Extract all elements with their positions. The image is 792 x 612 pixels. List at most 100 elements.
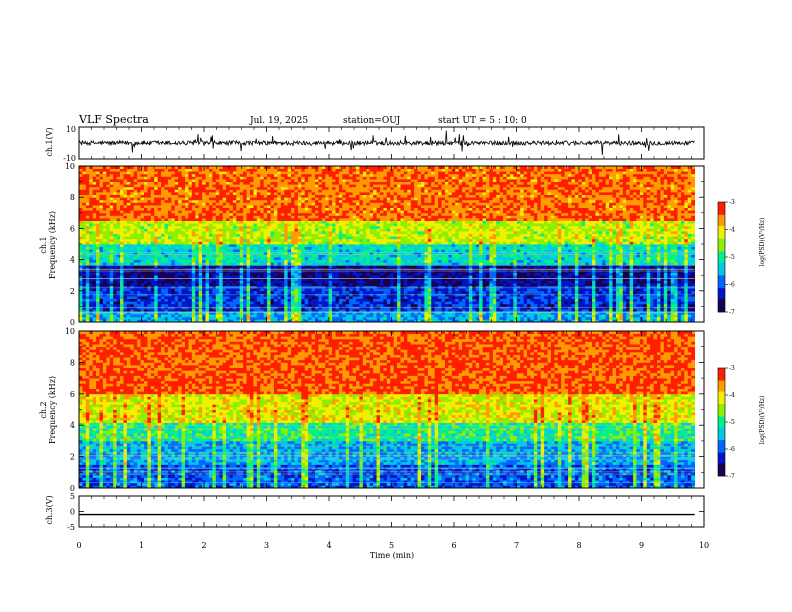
spectrogram-cell [140, 215, 145, 219]
spectrogram-cell [198, 173, 203, 177]
spectrogram-cell [109, 173, 114, 177]
spectrogram-cell [352, 306, 357, 310]
spectrogram-cell [297, 285, 302, 289]
spectrogram-cell [85, 194, 90, 198]
spectrogram-cell [267, 251, 271, 255]
spectrogram-cell [222, 309, 227, 312]
spectrogram-cell [222, 184, 227, 188]
spectrogram-cell [236, 166, 241, 169]
spectrogram-cell [267, 319, 271, 323]
spectrogram-cell [143, 220, 148, 224]
spectrogram-cell [137, 272, 141, 276]
spectrogram-cell [342, 280, 347, 284]
spectrogram-cell [99, 275, 104, 279]
spectrogram-cell [202, 220, 206, 224]
spectrogram-cell [198, 220, 203, 224]
spectrogram-cell [332, 207, 336, 211]
spectrogram-cell [92, 194, 97, 198]
spectrogram-cell [137, 298, 141, 302]
spectrogram-cell [219, 259, 224, 263]
spectrogram-cell [106, 270, 111, 273]
spectrogram-cell [161, 303, 165, 307]
spectrogram-cell [277, 210, 282, 214]
spectrogram-cell [85, 238, 90, 242]
spectrogram-cell [171, 303, 176, 307]
spectrogram-cell [229, 285, 234, 289]
spectrogram-cell [260, 176, 265, 180]
spectrogram-cell [178, 199, 182, 203]
spectrogram-cell [140, 311, 145, 315]
spectrogram-cell [287, 259, 292, 263]
spectrogram-cell [92, 306, 97, 310]
spectrogram-cell [270, 202, 275, 206]
spectrogram-cell [79, 194, 83, 198]
spectrogram-cell [133, 225, 138, 229]
spectrogram-cell [273, 254, 278, 258]
spectrogram-cell [342, 189, 347, 193]
spectrogram-cell [294, 210, 299, 214]
spectrogram-cell [208, 311, 213, 315]
spectrogram-cell [226, 218, 230, 221]
spectrogram-cell [109, 296, 114, 299]
spectrogram-cell [314, 249, 319, 253]
spectrogram-cell [232, 197, 237, 201]
spectrogram-cell [243, 259, 247, 263]
spectrogram-cell [318, 264, 323, 268]
spectrogram-cell [229, 296, 234, 299]
spectrogram-cell [106, 306, 111, 310]
spectrogram-cell [332, 285, 336, 289]
spectrogram-cell [328, 283, 333, 286]
spectrogram-cell [140, 231, 145, 234]
spectrogram-cell [130, 236, 135, 240]
spectrogram-cell [246, 254, 251, 258]
spectrogram-cell [256, 259, 261, 263]
spectrogram-cell [150, 176, 155, 180]
spectrogram-cell [250, 241, 254, 245]
spectrogram-cell [198, 236, 203, 240]
spectrogram-cell [171, 225, 176, 229]
spectrogram-cell [321, 225, 326, 229]
spectrogram-cell [212, 225, 217, 229]
spectrogram-cell [143, 176, 148, 180]
spectrogram-cell [297, 283, 302, 286]
spectrogram-cell [174, 207, 179, 211]
spectrogram-cell [321, 249, 326, 253]
spectrogram-cell [96, 306, 100, 310]
spectrogram-cell [349, 246, 354, 250]
spectrogram-cell [226, 259, 230, 263]
spectrogram-cell [243, 212, 247, 216]
spectrogram-cell [297, 205, 302, 208]
spectrogram-cell [195, 231, 200, 234]
spectrogram-cell [92, 202, 97, 206]
spectrogram-cell [195, 210, 200, 214]
spectrogram-cell [137, 238, 141, 242]
spectrogram-cell [140, 186, 145, 190]
spectrogram-cell [99, 186, 104, 190]
spectrogram-cell [106, 228, 111, 232]
spectrogram-cell [284, 181, 289, 185]
spectrogram-cell [161, 280, 165, 284]
spectrogram-cell [236, 228, 241, 232]
spectrogram-cell [116, 319, 121, 323]
spectrogram-cell [328, 205, 333, 208]
spectrogram-cell [294, 254, 299, 258]
spectrogram-cell [226, 288, 230, 292]
spectrogram-cell [150, 288, 155, 292]
spectrogram-cell [143, 270, 148, 273]
spectrogram-cell [174, 179, 179, 182]
spectrogram-cell [267, 233, 271, 237]
spectrogram-cell [277, 218, 282, 221]
spectrogram-cell [332, 298, 336, 302]
spectrogram-cell [256, 283, 261, 286]
spectrogram-cell [287, 202, 292, 206]
spectrogram-cell [89, 306, 94, 310]
spectrogram-cell [198, 171, 203, 175]
spectrogram-cell [338, 290, 343, 294]
spectrogram-cell [161, 259, 165, 263]
spectrogram-cell [191, 309, 196, 312]
spectrogram-cell [154, 314, 159, 318]
spectrogram-cell [171, 176, 176, 180]
spectrogram-cell [308, 270, 312, 273]
spectrogram-cell [147, 254, 152, 258]
spectrogram-cell [239, 249, 244, 253]
